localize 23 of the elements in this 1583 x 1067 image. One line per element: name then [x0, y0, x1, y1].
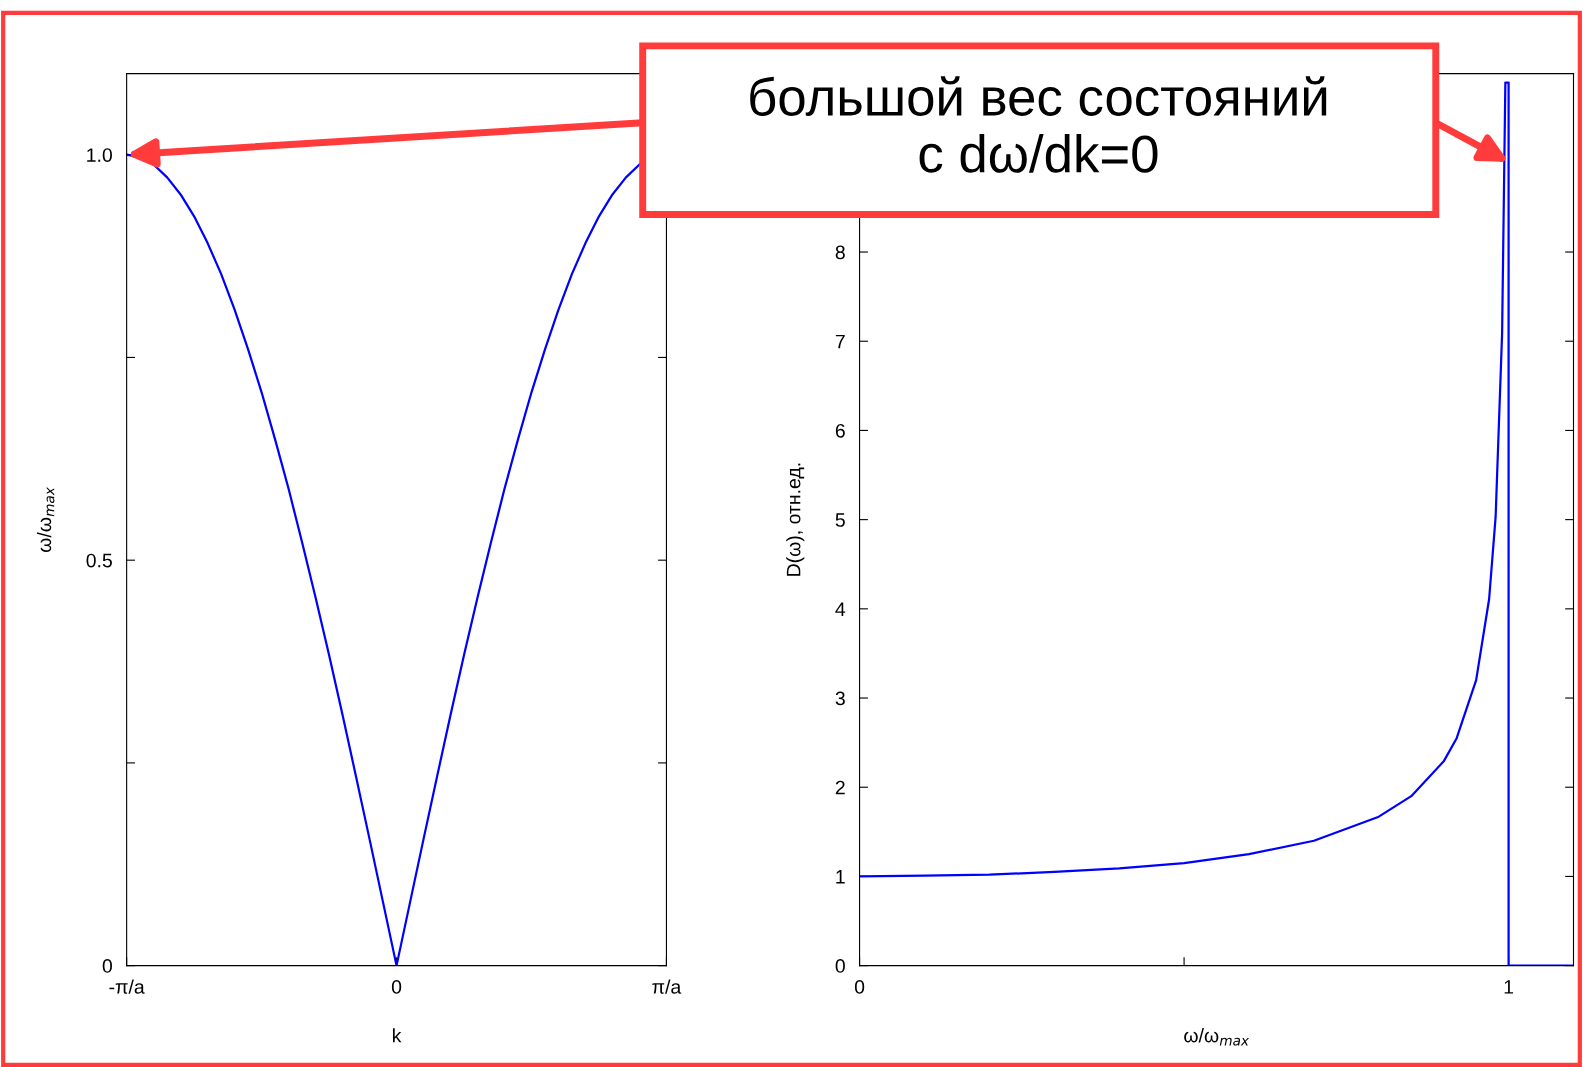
y-tick-label: 0 — [102, 959, 112, 973]
x-axis-title: ω/ω$_{max}$ — [1184, 1028, 1250, 1046]
x-tick-label: π/a — [652, 979, 682, 994]
y-tick-label: 3 — [835, 691, 845, 706]
line-series — [126, 153, 641, 966]
y-tick-label: 0 — [835, 959, 845, 973]
y-tick-label: 6 — [835, 423, 845, 438]
y-axis-title: ω/ω$_{max}$ — [36, 487, 55, 552]
y-tick-label: 4 — [835, 602, 846, 616]
y-axis-title: D(ω), отн.ед. — [786, 463, 805, 576]
y-tick-label: 7 — [835, 334, 845, 349]
x-tick-label: 0 — [854, 980, 865, 994]
y-tick-label: 5 — [835, 513, 845, 527]
y-tick-label: 1 — [836, 870, 845, 884]
y-tick-label: 1.0 — [87, 148, 112, 162]
annotation: большой вес состояний с dω/dk=0 — [750, 76, 1327, 173]
x-tick-label: 1 — [1504, 980, 1514, 994]
x-tick-label: 0 — [391, 980, 402, 994]
y-tick-label: 8 — [835, 245, 845, 260]
x-axis-title: k — [392, 1028, 402, 1043]
x-tick-label: -π/a — [109, 979, 145, 994]
y-tick-label: 2 — [835, 780, 845, 795]
y-tick-label: 0.5 — [86, 553, 112, 568]
